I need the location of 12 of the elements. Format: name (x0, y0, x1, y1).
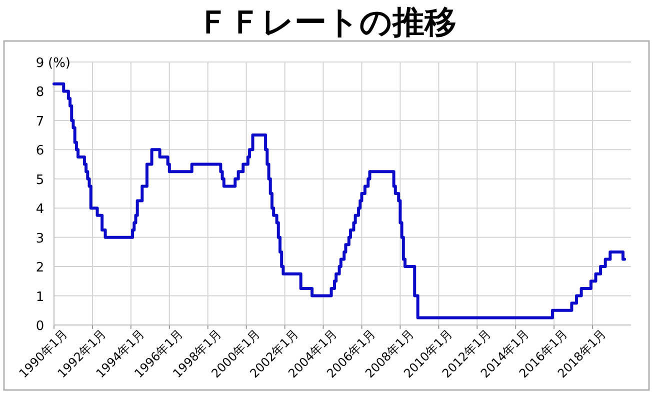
y-tick-label: 0 (36, 319, 44, 334)
y-tick-label: 4 (36, 202, 44, 218)
y-tick-label: 1 (36, 290, 44, 305)
y-tick-label: 7 (36, 114, 44, 130)
y-tick-label: 9 (36, 56, 44, 71)
y-axis-title: (%) (48, 56, 70, 71)
y-tick-label: 8 (36, 85, 44, 100)
y-tick-label: 2 (36, 260, 44, 276)
y-tick-label: 3 (36, 231, 44, 246)
chart-title: ＦＦレートの推移 (198, 3, 456, 41)
y-tick-label: 5 (36, 172, 44, 188)
y-tick-label: 6 (36, 144, 44, 159)
